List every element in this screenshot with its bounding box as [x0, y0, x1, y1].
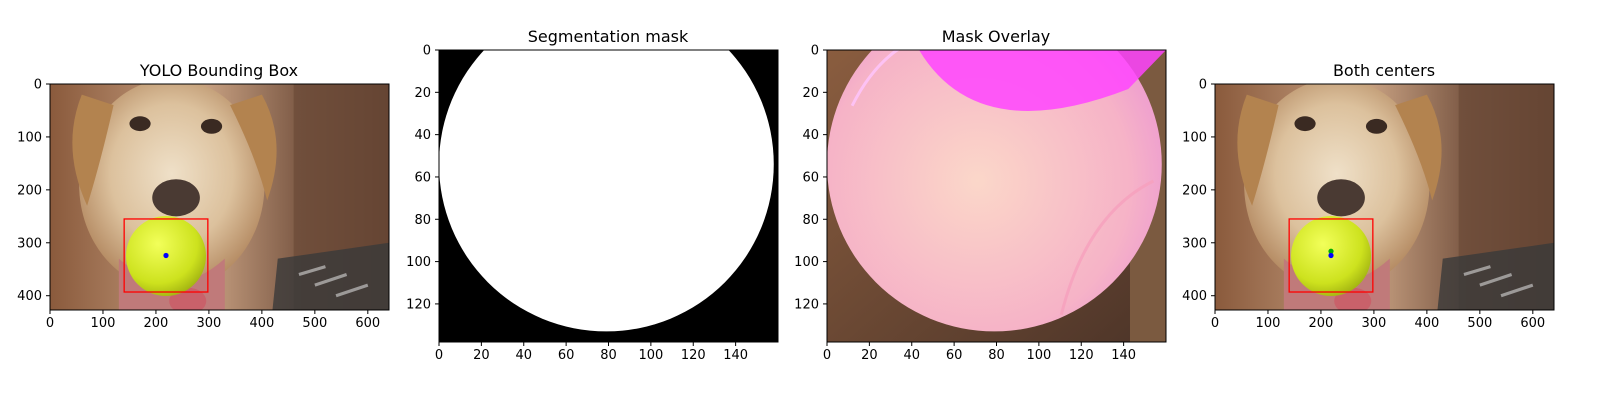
- panel-both-centers: Both centers 0 100 200 300 400 500 600 0 100 200…: [1182, 61, 1555, 331]
- image-area: [827, 50, 1166, 342]
- x-tick-label: 20: [861, 348, 878, 363]
- panel-mask-overlay: Mask Overlay 0 20 40 60 80 100 120 140 0 20 40 60 8…: [794, 27, 1167, 363]
- y-tick-label: 400: [17, 289, 42, 304]
- y-tick-label: 100: [794, 255, 819, 270]
- x-tick-label: 40: [515, 348, 532, 363]
- y-axis: 0 100 200 300 400: [1182, 78, 1215, 304]
- y-tick-label: 0: [423, 44, 431, 59]
- y-tick-label: 300: [17, 236, 42, 251]
- x-tick-label: 60: [558, 348, 575, 363]
- bounding-box: [1288, 218, 1374, 293]
- mask-region: [439, 50, 774, 332]
- yolo-center-point: [1328, 252, 1334, 259]
- y-tick-label: 300: [1182, 236, 1207, 251]
- y-axis: 0 20 40 60 80 100 120: [794, 44, 827, 312]
- y-tick-label: 20: [802, 86, 819, 101]
- x-tick-label: 120: [1069, 348, 1094, 363]
- x-tick-label: 500: [1467, 316, 1492, 331]
- x-tick-label: 200: [1309, 316, 1334, 331]
- x-tick-label: 40: [903, 348, 920, 363]
- x-tick-label: 400: [249, 316, 274, 331]
- y-tick-label: 20: [414, 86, 431, 101]
- x-tick-label: 300: [196, 316, 221, 331]
- mask-center-point: [1328, 248, 1334, 254]
- x-tick-label: 60: [946, 348, 963, 363]
- y-tick-label: 200: [1182, 183, 1207, 198]
- x-tick-label: 120: [681, 348, 706, 363]
- x-tick-label: 0: [46, 316, 54, 331]
- ball-overlay: [827, 50, 1162, 332]
- x-tick-label: 80: [988, 348, 1005, 363]
- y-tick-label: 0: [34, 78, 42, 93]
- chart-title: Mask Overlay: [942, 27, 1051, 46]
- y-tick-label: 100: [1182, 130, 1207, 145]
- panel-yolo-bounding-box: YOLO Bounding Box 0 100 200 300 400 500 600 0 1…: [17, 61, 390, 331]
- y-tick-label: 400: [1182, 289, 1207, 304]
- x-tick-label: 0: [823, 348, 831, 363]
- x-tick-label: 100: [91, 316, 116, 331]
- image-area: [50, 84, 389, 310]
- x-tick-label: 20: [473, 348, 490, 363]
- chart-title: YOLO Bounding Box: [139, 61, 298, 80]
- x-tick-label: 0: [435, 348, 443, 363]
- x-axis: 0 20 40 60 80 100 120 140: [823, 342, 1136, 363]
- y-tick-label: 120: [406, 297, 431, 312]
- mask-highlight: [919, 50, 1166, 111]
- x-axis: 0 100 200 300 400 500 600: [46, 310, 380, 331]
- x-tick-label: 80: [600, 348, 617, 363]
- y-tick-label: 100: [17, 130, 42, 145]
- x-tick-label: 300: [1361, 316, 1386, 331]
- bounding-box: [123, 218, 209, 293]
- yolo-center-point: [163, 252, 169, 259]
- x-tick-label: 140: [1111, 348, 1136, 363]
- x-tick-label: 140: [723, 348, 748, 363]
- y-tick-label: 0: [1199, 78, 1207, 93]
- x-tick-label: 200: [144, 316, 169, 331]
- y-tick-label: 40: [802, 128, 819, 143]
- x-axis: 0 20 40 60 80 100 120 140: [435, 342, 748, 363]
- y-tick-label: 200: [17, 183, 42, 198]
- y-axis: 0 20 40 60 80 100 120: [406, 44, 439, 312]
- x-axis: 0 100 200 300 400 500 600: [1211, 310, 1545, 331]
- chart-title: Both centers: [1333, 61, 1435, 80]
- y-tick-label: 80: [414, 213, 431, 228]
- x-tick-label: 600: [355, 316, 380, 331]
- y-tick-label: 60: [414, 170, 431, 185]
- image-area: [1215, 84, 1554, 310]
- chart-title: Segmentation mask: [528, 27, 689, 46]
- x-tick-label: 100: [1026, 348, 1051, 363]
- y-tick-label: 80: [802, 213, 819, 228]
- ball-seam: [1059, 179, 1155, 316]
- x-tick-label: 600: [1520, 316, 1545, 331]
- axes-frame: [49, 83, 390, 311]
- x-tick-label: 400: [1414, 316, 1439, 331]
- ball-seam: [850, 50, 900, 107]
- x-tick-label: 0: [1211, 316, 1219, 331]
- y-tick-label: 60: [802, 170, 819, 185]
- y-axis: 0 100 200 300 400: [17, 78, 50, 304]
- y-tick-label: 120: [794, 297, 819, 312]
- x-tick-label: 100: [1256, 316, 1281, 331]
- axes-frame: [1214, 83, 1555, 311]
- x-tick-label: 500: [302, 316, 327, 331]
- panel-segmentation-mask: Segmentation mask 0 20 40 60 80 100 120 140 0 20…: [406, 27, 779, 363]
- image-area: [439, 50, 778, 342]
- y-tick-label: 0: [811, 44, 819, 59]
- y-tick-label: 100: [406, 255, 431, 270]
- x-tick-label: 100: [638, 348, 663, 363]
- y-tick-label: 40: [414, 128, 431, 143]
